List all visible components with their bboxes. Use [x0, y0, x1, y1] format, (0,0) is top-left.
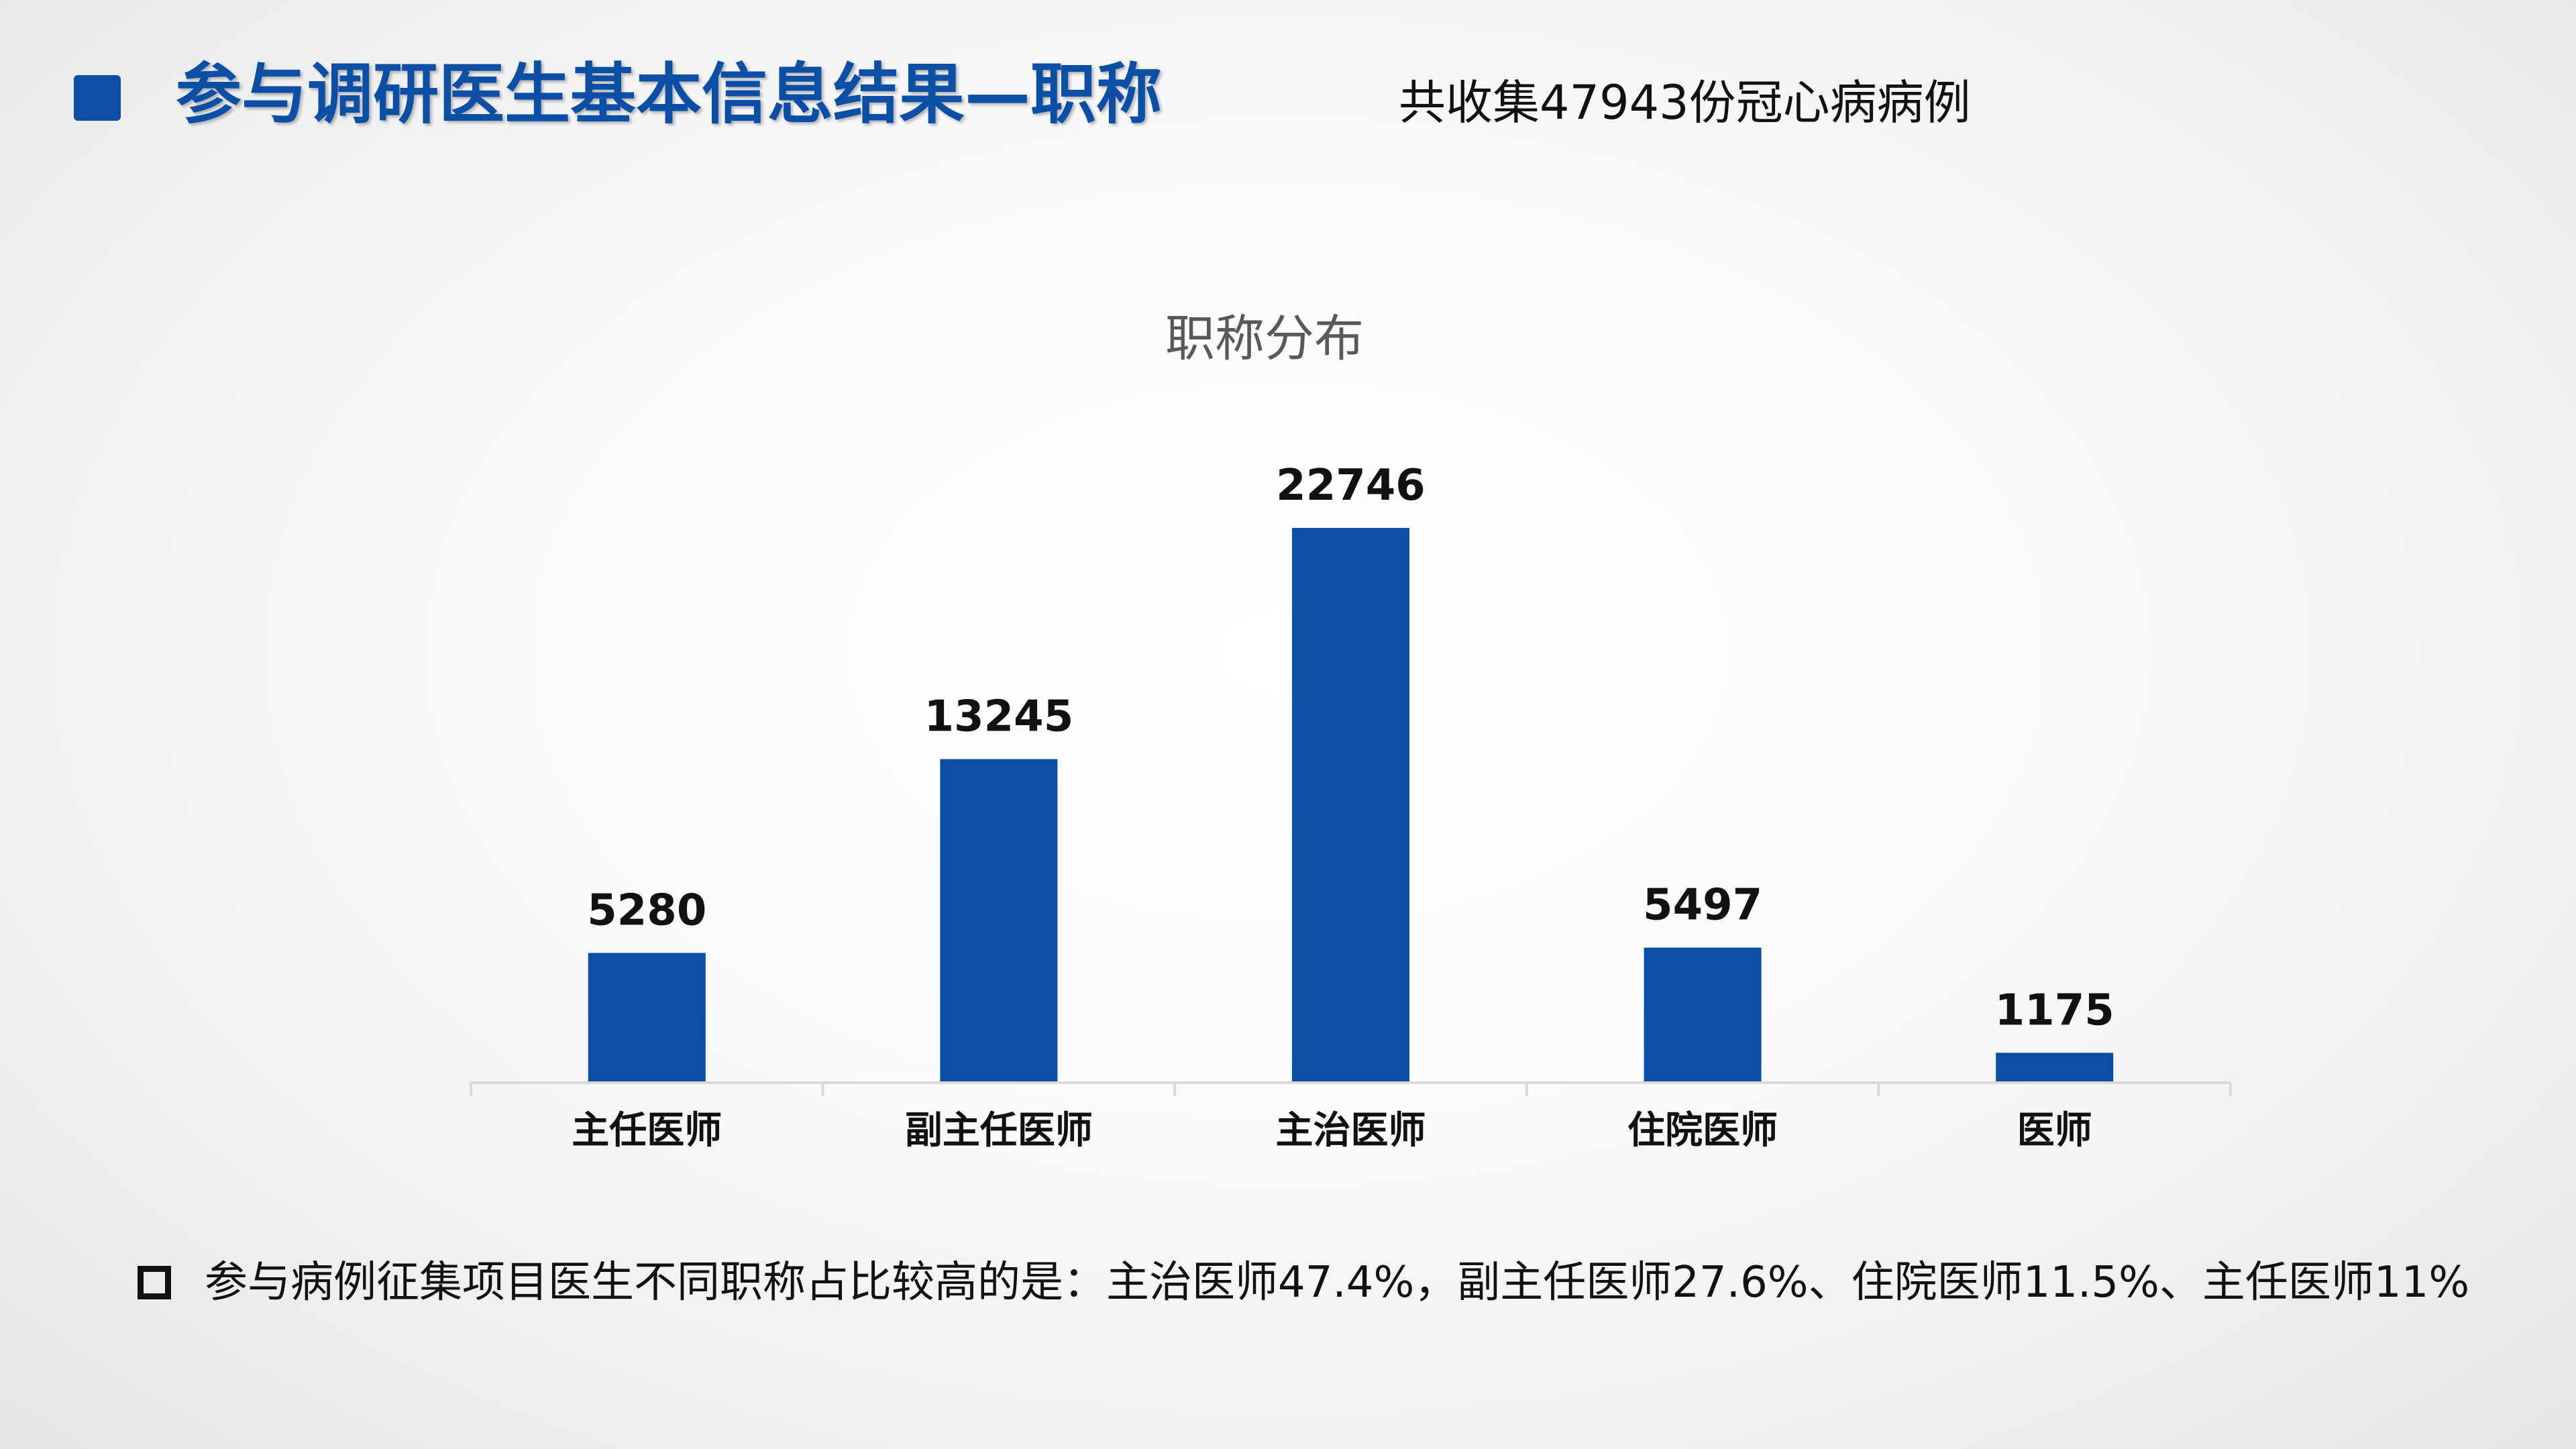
- footnote: 参与病例征集项目医生不同职称占比较高的是：主治医师47.4%，副主任医师27.6…: [138, 1249, 2469, 1316]
- category-label: 医师: [2017, 1109, 2092, 1152]
- bar-value-label: 5497: [1643, 881, 1762, 930]
- bar: [940, 759, 1058, 1081]
- chart-title: 职称分布: [1165, 310, 1364, 368]
- bar: [1996, 1053, 2114, 1081]
- bar-value-label: 22746: [1276, 461, 1426, 511]
- title-bullet-square: [74, 75, 121, 121]
- slide-title: 参与调研医生基本信息结果—职称: [176, 56, 1163, 133]
- category-label: 住院医师: [1627, 1109, 1778, 1152]
- bar: [1644, 947, 1762, 1081]
- footnote-text: 参与病例征集项目医生不同职称占比较高的是：主治医师47.4%，副主任医师27.6…: [205, 1258, 2470, 1307]
- bar: [1292, 528, 1409, 1081]
- bar: [588, 953, 706, 1081]
- bar-value-label: 13245: [924, 692, 1074, 742]
- category-label: 副主任医师: [905, 1109, 1093, 1152]
- category-labels-group: 主任医师 副主任医师 主治医师 住院医师 医师: [572, 1109, 2092, 1152]
- bar-value-label: 1175: [1995, 985, 2114, 1035]
- category-label: 主治医师: [1276, 1109, 1426, 1152]
- case-count-text: 共收集47943份冠心病病例: [1399, 75, 1971, 130]
- category-label: 主任医师: [572, 1109, 722, 1152]
- x-axis: [470, 1081, 2232, 1096]
- checkbox-bullet-icon: [138, 1266, 171, 1299]
- bar-value-label: 5280: [587, 885, 706, 935]
- bars-group: [588, 528, 2114, 1081]
- value-labels-group: 5280 13245 22746 5497 1175: [587, 461, 2114, 1035]
